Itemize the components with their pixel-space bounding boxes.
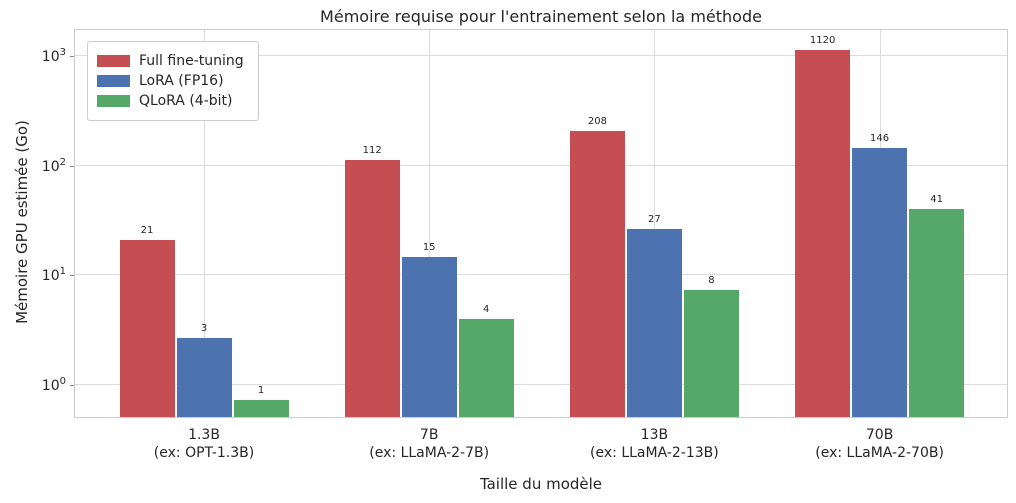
y-axis-label: Mémoire GPU estimée (Go) — [13, 120, 31, 324]
bar-value-label: 41 — [930, 193, 943, 205]
x-tick-line2: (ex: LLaMA-2-70B) — [815, 445, 944, 462]
x-tick-label-70B: 70B (ex: LLaMA-2-70B) — [765, 426, 995, 463]
plot-area: Full fine-tuning LoRA (FP16) QLoRA (4-bit)… — [74, 29, 1008, 418]
x-tick-label-7B: 7B (ex: LLaMA-2-7B) — [314, 426, 544, 463]
bar-value-label: 208 — [587, 115, 607, 127]
legend: Full fine-tuning LoRA (FP16) QLoRA (4-bit) — [87, 41, 259, 121]
y-tick-mark — [70, 384, 74, 386]
y-tick-mark — [70, 55, 74, 57]
bar-value-label: 15 — [422, 242, 436, 254]
x-tick-label-13B: 13B (ex: LLaMA-2-13B) — [539, 426, 769, 463]
bar-value-label: 4 — [483, 303, 490, 315]
legend-label: Full fine-tuning — [139, 53, 244, 69]
x-tick-line2: (ex: OPT-1.3B) — [153, 445, 255, 462]
bar-LoRA (FP16)-70B — [852, 147, 908, 417]
legend-label: QLoRA (4-bit) — [139, 93, 233, 109]
y-tick-mark — [70, 165, 74, 167]
legend-row: Full fine-tuning — [97, 53, 244, 69]
grid-line-v-1.3B — [204, 30, 205, 417]
legend-swatch-icon — [97, 55, 130, 67]
bar-value-label: 27 — [648, 213, 661, 225]
x-tick-line2: (ex: LLaMA-2-7B) — [369, 445, 490, 462]
y-tick-mark — [70, 275, 74, 277]
bar-value-label: 112 — [362, 145, 382, 157]
legend-row: QLoRA (4-bit) — [97, 93, 244, 109]
bar-value-label: 3 — [200, 322, 208, 334]
x-axis-label: Taille du modèle — [479, 475, 603, 493]
bar-value-label: 1120 — [809, 35, 836, 47]
bar-LoRA (FP16)-7B — [401, 257, 457, 417]
bar-LoRA (FP16)-13B — [626, 228, 682, 417]
legend-swatch-icon — [97, 95, 130, 107]
bar-value-label: 146 — [870, 132, 890, 144]
y-tick-label: 100 — [41, 376, 66, 394]
grid-line-v-13B — [654, 30, 656, 417]
bar-Full fine-tuning-1.3B — [119, 239, 175, 417]
x-tick-label-1.3B: 1.3B (ex: OPT-1.3B) — [89, 426, 319, 463]
x-tick-line1: 1.3B — [188, 427, 220, 443]
grid-line-h-10^1 — [75, 274, 1007, 276]
bar-QLoRA (4-bit)-13B — [683, 289, 739, 417]
grid-line-h-10^3 — [75, 54, 1007, 56]
bar-QLoRA (4-bit)-70B — [909, 208, 965, 417]
bar-value-label: 21 — [140, 224, 154, 236]
bar-Full fine-tuning-70B — [795, 50, 851, 417]
grid-line-h-10^2 — [75, 164, 1007, 166]
y-tick-label: 102 — [41, 156, 66, 175]
legend-label: LoRA (FP16) — [139, 73, 224, 89]
bar-QLoRA (4-bit)-1.3B — [233, 399, 289, 417]
bar-Full fine-tuning-13B — [569, 130, 625, 417]
y-tick-label: 101 — [41, 266, 66, 285]
x-tick-line2: (ex: LLaMA-2-13B) — [590, 445, 719, 462]
bar-value-label: 1 — [257, 384, 265, 396]
legend-row: LoRA (FP16) — [97, 73, 244, 89]
bar-Full fine-tuning-7B — [344, 160, 400, 417]
bar-value-label: 8 — [708, 274, 715, 286]
bar-LoRA (FP16)-1.3B — [176, 337, 232, 417]
x-tick-line1: 13B — [640, 427, 669, 443]
x-tick-line1: 7B — [419, 427, 439, 443]
y-tick-label: 103 — [41, 47, 66, 65]
x-tick-line1: 70B — [865, 427, 894, 443]
grid-line-v-7B — [429, 30, 431, 417]
bar-QLoRA (4-bit)-7B — [458, 318, 514, 417]
legend-swatch-icon — [97, 75, 130, 87]
chart-title: Mémoire requise pour l'entrainement selo… — [320, 7, 762, 26]
grid-line-h-10^0 — [75, 383, 1007, 385]
